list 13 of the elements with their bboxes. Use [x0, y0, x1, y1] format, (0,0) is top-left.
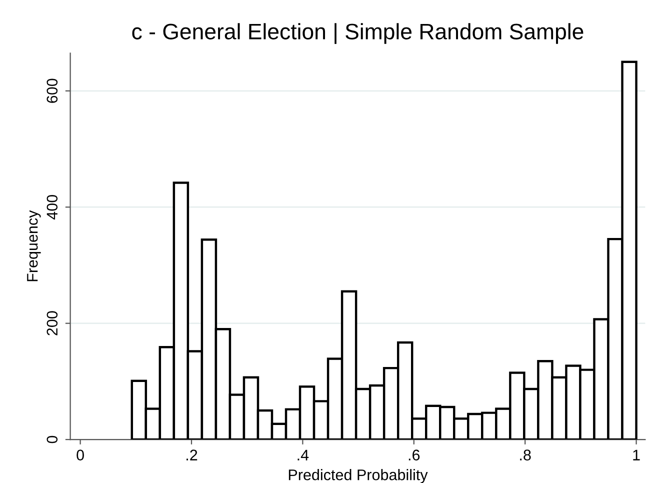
y-tick-label: 400: [46, 194, 58, 220]
x-tick-label: .8: [520, 450, 531, 460]
y-tick-label: 0: [46, 436, 58, 444]
x-tick-label: .6: [408, 450, 420, 460]
x-axis-title: Predicted Probability: [288, 469, 428, 483]
x-tick-label: .4: [298, 450, 309, 460]
y-tick-label: 600: [46, 78, 58, 103]
x-tick-label: .2: [186, 450, 198, 460]
chart-title: c - General Election | Simple Random Sample: [132, 23, 584, 44]
x-tick-label: 0: [76, 450, 84, 460]
y-tick-label: 200: [46, 311, 58, 336]
x-tick-label: 1: [633, 450, 640, 460]
y-axis-title: Frequency: [27, 210, 41, 282]
